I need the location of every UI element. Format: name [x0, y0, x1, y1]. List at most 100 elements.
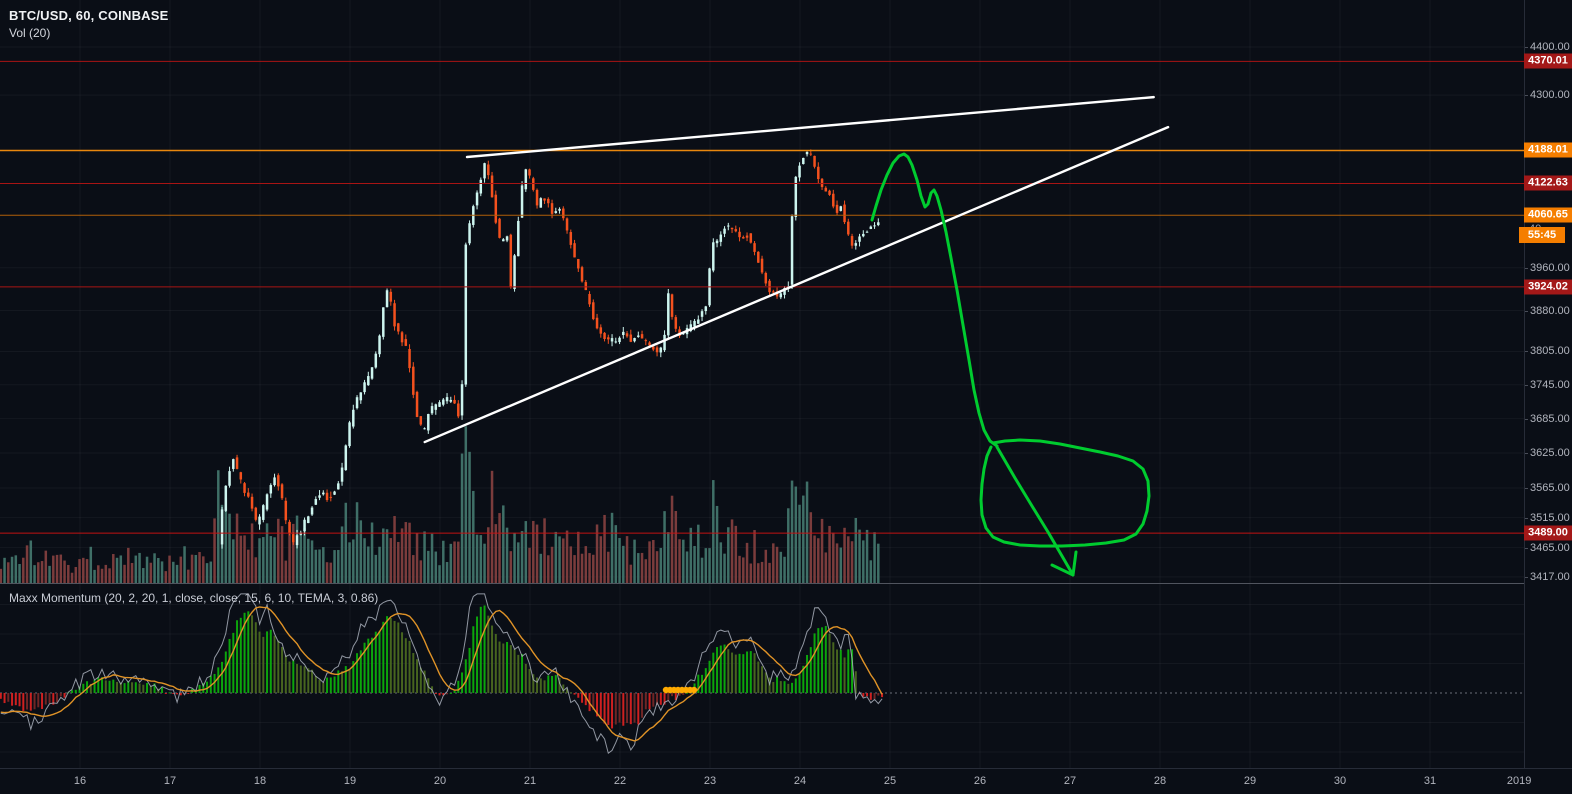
- price-level-badge[interactable]: 3489.00: [1524, 525, 1572, 541]
- momentum-bar: [551, 675, 554, 693]
- main-grid: [0, 0, 1525, 584]
- momentum-bar: [521, 654, 524, 693]
- volume-bar: [442, 540, 445, 583]
- volume-bar: [82, 557, 85, 583]
- candle-body: [389, 291, 393, 302]
- candle-body: [618, 337, 621, 343]
- candle-body: [625, 333, 629, 337]
- momentum-bar: [881, 693, 884, 698]
- volume-bar: [603, 514, 606, 583]
- momentum-bar: [626, 693, 629, 724]
- trendlines[interactable]: [423, 95, 1170, 444]
- momentum-bar: [813, 633, 816, 693]
- volume-bar: [682, 539, 685, 583]
- momentum-bar: [659, 693, 662, 705]
- volume-bar: [209, 561, 213, 583]
- momentum-bar: [11, 693, 14, 706]
- candle-body: [288, 521, 291, 534]
- volume-bar: [625, 536, 629, 583]
- volume-bar: [573, 555, 576, 583]
- candle-body: [622, 331, 625, 335]
- candle-body: [397, 323, 400, 332]
- momentum-bar: [307, 668, 310, 693]
- horizontal-levels[interactable]: [0, 60, 1525, 534]
- candle-body: [603, 332, 606, 339]
- volume-bar: [318, 549, 321, 583]
- momentum-bar: [442, 693, 445, 696]
- momentum-bar: [123, 683, 126, 693]
- time-axis-label: 27: [1063, 775, 1077, 787]
- candle-body: [850, 236, 854, 246]
- momentum-bar: [269, 629, 272, 693]
- volume-bar: [858, 529, 861, 583]
- volume-bar: [614, 525, 618, 583]
- momentum-slow-line: [0, 606, 883, 742]
- volume-bar: [802, 495, 805, 583]
- volume-bar: [104, 564, 108, 583]
- time-axis[interactable]: 16 17 18 19 20 21 22 23 24 25 26 27 28 29 30 31 2019: [0, 768, 1572, 794]
- volume-bar: [490, 470, 494, 583]
- drawing-arrow-shaft[interactable]: [995, 445, 1075, 577]
- momentum-bar: [783, 681, 786, 693]
- volume-bar: [532, 520, 535, 583]
- candle-body: [832, 193, 835, 207]
- volume-bar: [138, 552, 141, 583]
- momentum-bar: [423, 670, 426, 693]
- momentum-bar: [284, 655, 287, 693]
- momentum-bar: [176, 693, 179, 695]
- volume-bar: [303, 528, 306, 583]
- momentum-bar: [558, 677, 561, 693]
- momentum-bar: [3, 693, 6, 704]
- time-axis-label: 29: [1243, 775, 1257, 787]
- drawing-loop[interactable]: [979, 438, 1151, 548]
- volume-bar: [355, 502, 359, 583]
- price-axis[interactable]: 4400.00 4300.00 3960.00 3880.00 3805.00 3745.…: [1519, 0, 1572, 768]
- momentum-bar: [873, 693, 876, 699]
- volume-bar: [123, 564, 126, 583]
- volume-bar: [434, 551, 438, 583]
- price-level-badge[interactable]: 4188.01: [1524, 142, 1572, 158]
- volume-bar: [385, 529, 389, 583]
- momentum-bar: [262, 636, 265, 693]
- candle-body: [325, 492, 329, 500]
- volume-bar: [153, 553, 156, 583]
- volume-bar: [524, 521, 528, 583]
- green-projection-drawing[interactable]: [870, 152, 1151, 577]
- momentum-bar: [644, 693, 647, 710]
- volume-bar: [539, 553, 543, 583]
- price-level-badge[interactable]: 4060.65: [1524, 207, 1572, 223]
- trendline[interactable]: [423, 125, 1170, 444]
- volume-bar: [468, 451, 471, 583]
- momentum-bar: [749, 651, 752, 693]
- candle-body: [513, 255, 516, 290]
- momentum-bar: [48, 693, 51, 704]
- candle-body: [505, 236, 509, 241]
- time-axis-label: 17: [163, 775, 177, 787]
- volume-bar: [145, 556, 149, 583]
- volume-bar: [753, 530, 756, 583]
- pane-divider[interactable]: [0, 583, 1572, 584]
- momentum-pane[interactable]: [0, 584, 1525, 769]
- price-level-badge[interactable]: 4122.63: [1524, 175, 1572, 191]
- main-price-pane[interactable]: [0, 0, 1525, 584]
- volume-bar: [498, 513, 501, 583]
- drawing-arrow-head[interactable]: [1050, 550, 1078, 577]
- volume-bar: [445, 562, 449, 583]
- volume-bar: [704, 548, 708, 583]
- momentum-bar: [836, 649, 839, 693]
- volume-bar: [622, 545, 625, 583]
- drawing-curve[interactable]: [870, 152, 999, 448]
- volume-bar: [689, 527, 693, 583]
- trendline[interactable]: [465, 95, 1155, 159]
- volume-bar: [299, 534, 303, 583]
- momentum-bar: [393, 620, 396, 693]
- momentum-bar: [449, 692, 452, 694]
- momentum-bar: [408, 640, 411, 693]
- candle-body: [235, 457, 239, 469]
- volume-bar: [483, 543, 486, 583]
- volume-bar: [202, 556, 205, 583]
- momentum-bar: [663, 693, 666, 705]
- price-level-badge[interactable]: 3924.02: [1524, 279, 1572, 295]
- price-level-badge[interactable]: 4370.01: [1524, 53, 1572, 69]
- momentum-bar: [288, 661, 291, 693]
